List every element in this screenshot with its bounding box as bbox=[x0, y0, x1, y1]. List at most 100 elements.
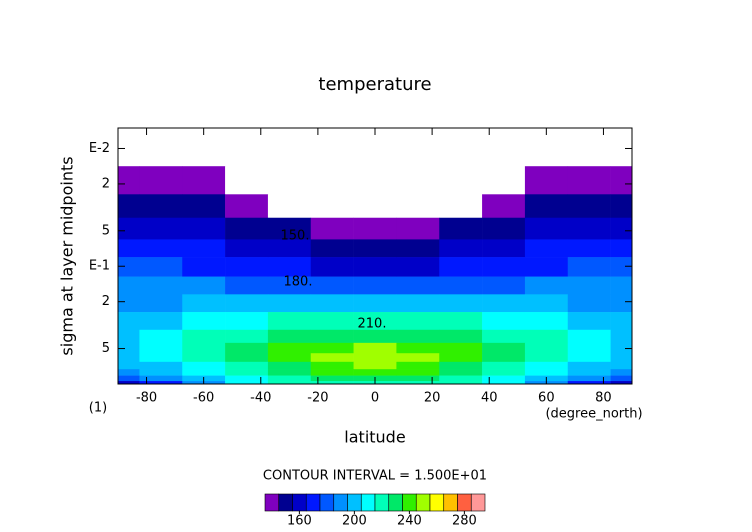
field-cell bbox=[567, 257, 611, 277]
field-cell bbox=[267, 128, 312, 167]
field-cell bbox=[610, 381, 633, 385]
field-cell bbox=[118, 342, 140, 354]
field-cell bbox=[524, 217, 569, 240]
field-cell bbox=[139, 361, 183, 370]
field-cell bbox=[267, 257, 312, 277]
x-tick-label: 80 bbox=[595, 391, 612, 406]
field-cell bbox=[225, 294, 269, 313]
field-cell bbox=[567, 329, 611, 344]
field-cell bbox=[118, 257, 140, 277]
field-cell bbox=[567, 166, 611, 195]
field-cell bbox=[567, 194, 611, 219]
field-cell bbox=[439, 342, 483, 354]
field-cell bbox=[182, 342, 226, 354]
field-cell bbox=[439, 375, 483, 382]
field-cell bbox=[267, 194, 312, 219]
field-cell bbox=[524, 239, 569, 258]
field-cell bbox=[524, 369, 569, 376]
field-cell bbox=[310, 276, 354, 295]
field-cell bbox=[353, 369, 397, 376]
field-cell bbox=[118, 128, 140, 167]
field-cell bbox=[182, 166, 226, 195]
field-cell bbox=[610, 375, 633, 382]
field-cell bbox=[182, 194, 226, 219]
field-cell bbox=[310, 375, 354, 382]
field-cell bbox=[610, 217, 633, 240]
field-cell bbox=[267, 375, 312, 382]
field-cell bbox=[182, 257, 226, 277]
field-cell bbox=[118, 166, 140, 195]
field-cell bbox=[482, 276, 526, 295]
colorbar-tick-label: 160 bbox=[287, 514, 312, 529]
field-cell bbox=[396, 257, 440, 277]
field-cell bbox=[610, 276, 633, 295]
field-cell bbox=[139, 329, 183, 344]
field-cell bbox=[610, 329, 633, 344]
field-cell bbox=[118, 276, 140, 295]
contour-label: 210. bbox=[358, 317, 387, 332]
field-cell bbox=[182, 353, 226, 363]
field-cell bbox=[396, 312, 440, 331]
field-cell bbox=[482, 294, 526, 313]
colorbar-box bbox=[278, 493, 293, 512]
field-cell bbox=[225, 217, 269, 240]
field-cell bbox=[439, 369, 483, 376]
field-cell bbox=[610, 239, 633, 258]
field-cell bbox=[482, 353, 526, 363]
chart-title: temperature bbox=[318, 74, 431, 95]
colorbar-box bbox=[415, 493, 431, 512]
field-cell bbox=[482, 342, 526, 354]
x-tick-label: -40 bbox=[250, 391, 271, 406]
field-cell bbox=[482, 194, 526, 219]
field-cell bbox=[225, 375, 269, 382]
field-cell bbox=[139, 381, 183, 385]
field-cell bbox=[482, 128, 526, 167]
field-cell bbox=[139, 375, 183, 382]
field-cell bbox=[353, 239, 397, 258]
field-cell bbox=[310, 353, 354, 363]
colorbar-box bbox=[374, 493, 390, 512]
field-cell bbox=[482, 361, 526, 370]
field-cell bbox=[267, 329, 312, 344]
field-cell bbox=[118, 369, 140, 376]
field-cell bbox=[310, 381, 354, 385]
y-tick-label: E-1 bbox=[89, 259, 110, 274]
y-tick-label: 5 bbox=[102, 223, 110, 238]
field-cell bbox=[310, 294, 354, 313]
field-cell bbox=[118, 194, 140, 219]
field-cell bbox=[118, 312, 140, 331]
field-cell bbox=[118, 294, 140, 313]
x-tick-label: -80 bbox=[136, 391, 157, 406]
field-cell bbox=[353, 329, 397, 344]
field-cell bbox=[396, 381, 440, 385]
field-cell bbox=[182, 361, 226, 370]
field-cell bbox=[524, 294, 569, 313]
field-cell bbox=[267, 312, 312, 331]
field-cell bbox=[225, 128, 269, 167]
field-cell bbox=[267, 381, 312, 385]
field-cell bbox=[567, 312, 611, 331]
field-cell bbox=[353, 166, 397, 195]
x-tick-label: 20 bbox=[424, 391, 441, 406]
colorbar-box bbox=[443, 493, 458, 512]
colorbar-tick-label: 240 bbox=[397, 514, 422, 529]
colorbar-tick-label: 200 bbox=[342, 514, 367, 529]
x-tick-label: 60 bbox=[538, 391, 555, 406]
field-cell bbox=[439, 294, 483, 313]
field-cell bbox=[396, 276, 440, 295]
field-cell bbox=[610, 312, 633, 331]
field-cell bbox=[310, 239, 354, 258]
field-cell bbox=[439, 361, 483, 370]
field-cell bbox=[610, 353, 633, 363]
field-cell bbox=[353, 217, 397, 240]
field-cell bbox=[482, 381, 526, 385]
field-cell bbox=[439, 329, 483, 344]
field-cell bbox=[267, 342, 312, 354]
field-cell bbox=[524, 194, 569, 219]
field bbox=[118, 128, 633, 385]
field-cell bbox=[439, 194, 483, 219]
field-cell bbox=[182, 294, 226, 313]
field-cell bbox=[610, 128, 633, 167]
field-cell bbox=[310, 217, 354, 240]
field-cell bbox=[482, 369, 526, 376]
